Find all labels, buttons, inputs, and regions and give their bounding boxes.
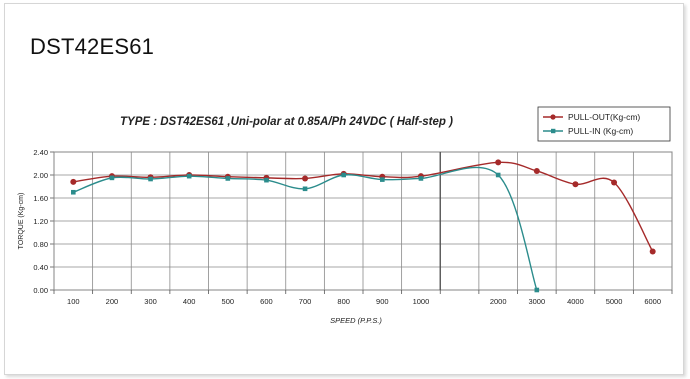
series-1-point (302, 186, 308, 192)
x-tick-label: 6000 (644, 297, 661, 306)
y-axis-label: TORQUE (Kg-cm) (18, 193, 25, 250)
series-0-point (649, 248, 656, 255)
x-tick-label: 100 (67, 297, 80, 306)
x-tick-label: 900 (376, 297, 389, 306)
y-tick-label: 1.20 (33, 217, 48, 226)
legend: PULL-OUT(Kg-cm) PULL-IN (Kg-cm) (537, 106, 671, 142)
y-tick-label: 0.80 (33, 240, 48, 249)
x-tick-label: 200 (106, 297, 119, 306)
chart-title: TYPE : DST42ES61 ,Uni-polar at 0.85A/Ph … (120, 116, 453, 128)
x-tick-label: 2000 (490, 297, 507, 306)
series-1-point (225, 176, 231, 181)
x-tick-label: 500 (222, 297, 235, 306)
series-1-point (495, 172, 501, 178)
series-1-point (109, 175, 115, 181)
legend-box (537, 106, 671, 142)
series-0-point (70, 178, 77, 185)
series-1-point (264, 177, 269, 183)
y-tick-label: 2.00 (33, 171, 48, 180)
series-1-point (534, 287, 540, 293)
series-1-point (341, 172, 346, 178)
x-tick-label: 800 (337, 297, 350, 306)
legend-marker-1 (551, 128, 556, 134)
legend-label-1: PULL-IN (Kg-cm) (568, 126, 633, 136)
y-tick-label: 0.40 (33, 263, 48, 272)
x-tick-label: 400 (183, 297, 196, 306)
series-1-point (71, 189, 76, 195)
x-tick-label: 1000 (413, 297, 430, 306)
x-tick-label: 300 (144, 297, 157, 306)
y-tick-label: 2.40 (33, 148, 48, 157)
x-tick-label: 700 (299, 297, 312, 306)
series-0-point (611, 179, 618, 186)
y-tick-label: 1.60 (33, 194, 48, 203)
series-0-point (495, 159, 502, 166)
y-tick-label: 0.00 (33, 286, 48, 295)
series-1-point (418, 176, 424, 181)
x-tick-label: 4000 (567, 297, 584, 306)
x-tick-label: 600 (260, 297, 273, 306)
legend-label-0: PULL-OUT(Kg-cm) (568, 112, 640, 122)
series-group (70, 159, 656, 293)
series-1-point (186, 173, 192, 179)
series-1-point (148, 176, 153, 182)
x-axis-ticks: 100 200 300 400 500 600 700 800 900 1000 2000 3000 4… (67, 297, 661, 306)
grid (50, 151, 673, 294)
series-0-point (533, 167, 540, 174)
series-0-point (302, 175, 309, 182)
series-0-point (572, 181, 579, 188)
page-title: DST42ES61 (30, 34, 155, 59)
legend-marker-0 (550, 114, 556, 120)
x-tick-label: 3000 (528, 297, 545, 306)
x-axis-label: SPEED (P.P.S.) (330, 316, 382, 325)
x-tick-label: 5000 (606, 297, 623, 306)
y-axis-ticks: 0.00 0.40 0.80 1.20 1.60 2.00 2.40 (33, 148, 48, 295)
series-1-point (380, 177, 385, 182)
